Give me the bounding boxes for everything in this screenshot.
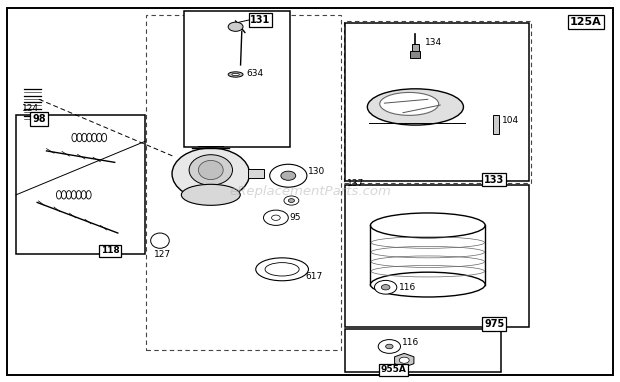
Ellipse shape (232, 73, 239, 76)
Ellipse shape (198, 160, 223, 180)
Ellipse shape (379, 92, 439, 115)
Text: 127: 127 (154, 249, 171, 259)
Ellipse shape (256, 258, 309, 281)
Circle shape (386, 344, 393, 349)
Bar (345, 329, 501, 372)
Bar (345, 23, 529, 181)
Text: 955A: 955A (381, 365, 407, 374)
Circle shape (264, 210, 288, 225)
Text: 634: 634 (247, 69, 264, 78)
Ellipse shape (182, 185, 241, 206)
Bar (248, 169, 264, 178)
Circle shape (281, 171, 296, 180)
Bar (493, 115, 499, 134)
Circle shape (272, 215, 280, 220)
Text: 116: 116 (402, 338, 419, 347)
Text: 98: 98 (32, 114, 46, 124)
Text: 134: 134 (425, 37, 442, 47)
Circle shape (228, 22, 243, 31)
Text: 124: 124 (22, 104, 38, 113)
Ellipse shape (151, 233, 169, 248)
Text: 125A: 125A (570, 17, 602, 27)
Bar (16, 115, 145, 254)
Circle shape (288, 199, 294, 202)
Ellipse shape (367, 89, 464, 125)
Ellipse shape (172, 148, 249, 199)
Text: 95: 95 (290, 213, 301, 222)
Ellipse shape (370, 213, 485, 238)
Bar (345, 185, 529, 327)
Text: 116: 116 (399, 283, 417, 292)
Bar (410, 51, 420, 58)
Circle shape (270, 164, 307, 187)
Ellipse shape (228, 72, 243, 77)
Bar (146, 15, 341, 350)
Circle shape (284, 196, 299, 205)
Bar (412, 44, 419, 52)
Ellipse shape (189, 155, 232, 185)
Text: 130: 130 (308, 167, 326, 176)
Text: 131: 131 (250, 15, 270, 25)
Circle shape (381, 285, 390, 290)
Ellipse shape (265, 263, 299, 276)
Circle shape (374, 280, 397, 294)
Bar (344, 21, 531, 183)
Text: eReplacementParts.com: eReplacementParts.com (229, 185, 391, 197)
Bar (184, 11, 290, 147)
Circle shape (378, 340, 401, 353)
Text: 133: 133 (484, 175, 504, 185)
Text: 975: 975 (484, 319, 504, 329)
Text: 104: 104 (502, 116, 520, 125)
Text: 118: 118 (101, 246, 120, 256)
Text: 137: 137 (347, 179, 365, 188)
Text: 617: 617 (306, 272, 323, 282)
Ellipse shape (370, 272, 485, 297)
Circle shape (399, 357, 409, 363)
